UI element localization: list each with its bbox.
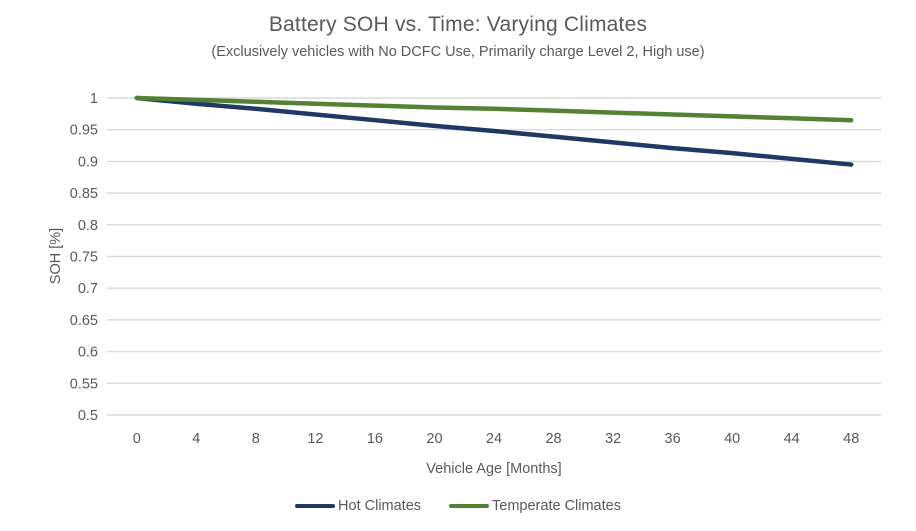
x-tick-label: 0 [133,431,141,447]
legend-label-hot-climates: Hot Climates [338,498,422,514]
legend-item-hot-climates: Hot Climates [295,498,421,514]
y-tick-label: 0.75 [70,250,98,266]
legend-label-temperate-climates: Temperate Climates [492,498,621,514]
y-tick-label: 0.65 [70,313,98,329]
x-tick-label: 8 [252,431,260,447]
y-tick-label: 0.55 [70,376,98,392]
y-tick-label: 0.95 [70,123,98,139]
x-tick-label: 20 [426,431,442,447]
x-tick-label: 40 [724,431,740,447]
legend-item-temperate-climates: Temperate Climates [449,498,621,514]
series-line-1 [134,95,854,123]
x-tick-label: 36 [665,431,681,447]
y-tick-label: 0.85 [70,186,98,202]
chart-title: Battery SOH vs. Time: Varying Climates [268,13,648,36]
x-tick-label: 28 [545,431,561,447]
x-tick-label: 16 [367,431,383,447]
y-tick-label: 0.7 [78,281,98,297]
y-tick-label: 0.5 [78,408,98,424]
x-tick-label: 32 [605,431,621,447]
y-axis-title: SOH [%] [48,227,64,285]
x-tick-label: 44 [784,431,800,447]
legend-swatch-temperate-climates-icon [449,503,490,509]
x-tick-label: 4 [192,431,200,447]
x-axis-title: Vehicle Age [Months] [426,461,562,477]
y-tick-label: 0.9 [78,154,98,170]
x-tick-label: 48 [843,431,859,447]
legend-swatch-hot-climates-icon [295,503,336,509]
y-tick-label: 1 [90,91,98,107]
series-line-0 [134,95,854,167]
y-tick-label: 0.6 [78,345,98,361]
x-tick-label: 12 [307,431,323,447]
chart-subtitle: (Exclusively vehicles with No DCFC Use, … [211,44,705,60]
y-tick-label: 0.8 [78,218,98,234]
legend: Hot Climates Temperate Climates [0,498,916,514]
x-tick-label: 24 [486,431,502,447]
